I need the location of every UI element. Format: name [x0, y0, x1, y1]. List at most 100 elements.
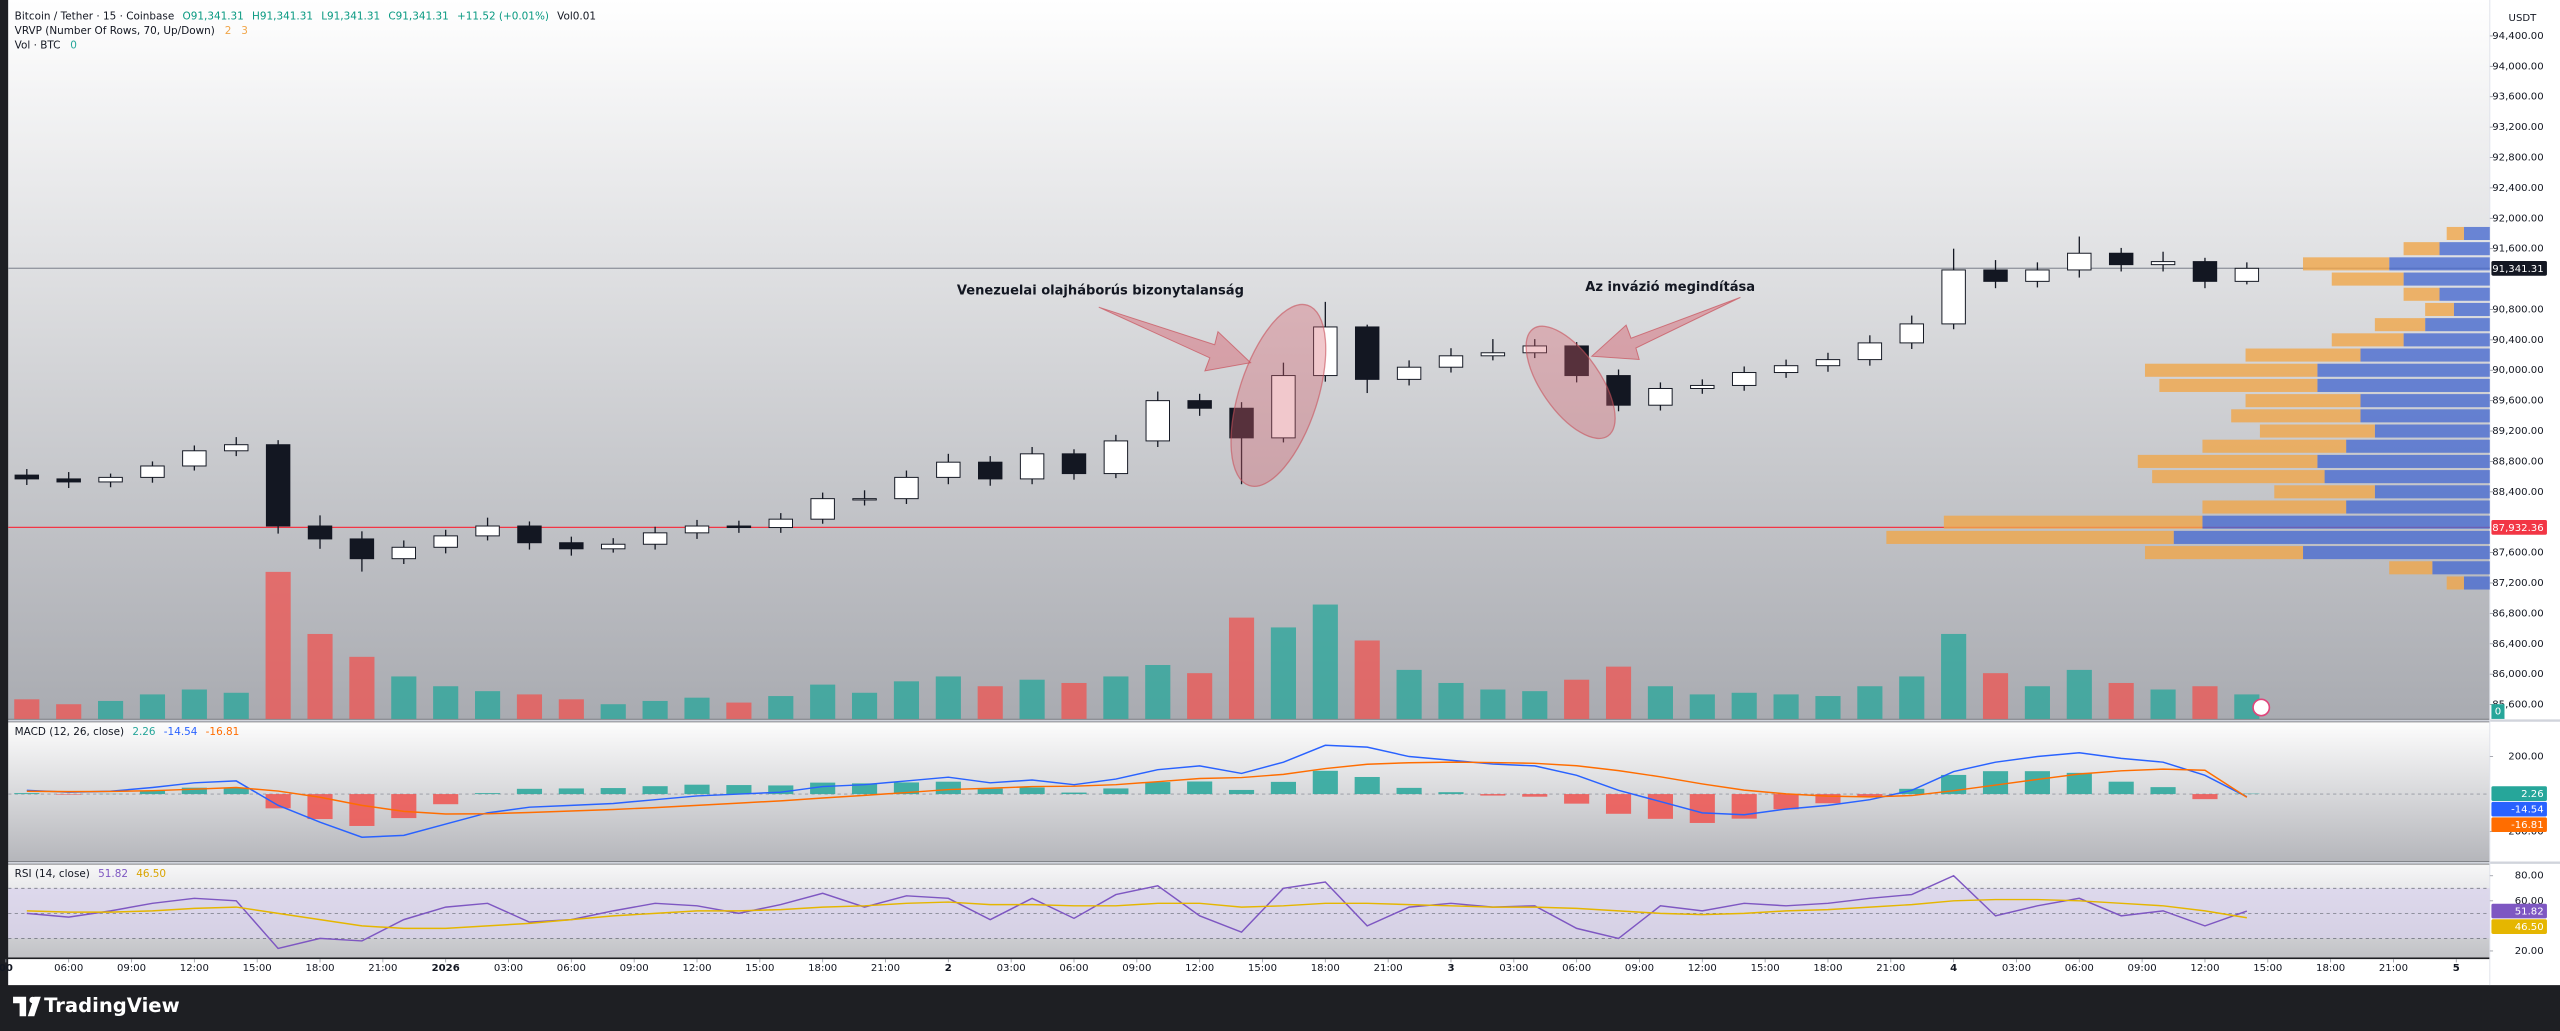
profile-bar	[2432, 561, 2490, 575]
candle-body	[1648, 387, 1673, 406]
histogram-bar	[1103, 788, 1129, 795]
vrvp-title: VRVP (Number Of Rows, 70, Up/Down)	[15, 25, 215, 37]
annotation-ellipse	[1525, 325, 1616, 440]
main-pane	[8, 0, 2490, 719]
profile-bar	[2144, 546, 2304, 560]
y-tick-label: 92,800.00	[2492, 153, 2543, 164]
candle-body	[1522, 345, 1547, 354]
volume-bar	[2108, 682, 2134, 719]
ohlc-value: C91,341.31	[388, 10, 448, 22]
candle-body	[1103, 440, 1129, 475]
histogram-bar	[1773, 794, 1799, 810]
histogram-bar	[2024, 771, 2050, 795]
histogram-bar	[223, 787, 249, 795]
histogram-bar	[1354, 776, 1380, 795]
rsi-line	[26, 898, 2247, 930]
x-tick-label: 21:00	[1876, 963, 1905, 974]
candle-body	[224, 444, 249, 452]
x-tick-label: 4	[1950, 963, 1957, 974]
volume-bar	[98, 700, 124, 719]
profile-bar	[2317, 363, 2490, 377]
histogram-bar	[1396, 787, 1422, 795]
histogram-bar	[1228, 789, 1255, 795]
volume-bar	[433, 686, 459, 719]
value-tag: -16.81	[2511, 820, 2544, 831]
legend-value: 46.50	[136, 868, 166, 880]
volume-bar	[642, 700, 668, 719]
profile-bar	[2360, 409, 2490, 423]
volume-bar	[684, 697, 710, 719]
x-tick-label: 15:00	[2253, 963, 2282, 974]
x-tick-label: 2026	[432, 963, 460, 974]
histogram-bar	[600, 788, 626, 795]
macd-line	[26, 744, 2248, 838]
volume-bar	[391, 676, 417, 719]
candle-body	[1187, 400, 1212, 409]
price-tag: 87,932.36	[2492, 523, 2543, 534]
histogram-bar	[1982, 771, 2009, 795]
y-tick-label: 90,800.00	[2492, 304, 2543, 315]
candle-body	[1857, 342, 1883, 361]
histogram-bar	[475, 793, 501, 795]
x-tick-label: 18:00	[1311, 963, 1340, 974]
candle-body	[1480, 352, 1506, 357]
x-tick-label: 12:00	[682, 963, 711, 974]
y-tick-label: -200.00	[2505, 827, 2544, 838]
profile-bar	[2144, 363, 2318, 377]
candle-body	[978, 461, 1003, 480]
candle-body	[2150, 261, 2176, 266]
histogram-bar	[642, 786, 668, 795]
histogram-bar	[1689, 794, 1715, 823]
profile-bar	[1886, 530, 2174, 544]
histogram-bar	[1522, 794, 1548, 797]
profile-bar	[2403, 333, 2490, 347]
x-tick-label: 09:00	[117, 963, 146, 974]
annotation-arrow	[1098, 306, 1252, 372]
profile-bar	[2360, 394, 2490, 408]
profile-bar	[2202, 439, 2347, 453]
volume-bar	[1731, 692, 1757, 719]
legend-row: VRVP (Number Of Rows, 70, Up/Down) 2 3	[15, 25, 248, 37]
y-tick-label: 86,000.00	[2492, 669, 2543, 680]
x-tick-label: 15:00	[1248, 963, 1277, 974]
ohlc-value: L91,341.31	[321, 10, 380, 22]
profile-bar	[2389, 257, 2490, 271]
y-tick-label: 94,000.00	[2492, 61, 2543, 72]
candle-body	[642, 532, 668, 545]
x-tick-label: 03:00	[1499, 963, 1528, 974]
legend-value: 2.26	[132, 726, 155, 738]
histogram-bar	[1061, 792, 1087, 795]
annotation-arrow	[1590, 296, 1741, 360]
histogram-bar	[558, 788, 584, 795]
plot-layer: 85,600.00 86,000.00 86,400.00 86,800.00 87,2…	[0, 31, 2544, 974]
legend-row: Bitcoin / Tether · 15 · Coinbase O91,341…	[15, 10, 596, 22]
x-tick-label: 09:00	[620, 963, 649, 974]
profile-bar	[2374, 485, 2490, 499]
footer	[0, 985, 2560, 1031]
annotation-ellipse	[1230, 303, 1327, 488]
vol-tag-bg	[2491, 704, 2505, 719]
profile-bar	[2346, 439, 2490, 453]
x-tick-label: 12:00	[1688, 963, 1717, 974]
histogram-bar	[768, 785, 794, 795]
value-tag-bg	[2491, 903, 2547, 919]
price-tag-bg	[2491, 519, 2547, 535]
candle-body	[936, 461, 961, 478]
x-tick-label: 00	[0, 963, 13, 974]
profile-bar	[2152, 470, 2325, 484]
x-tick-label: 09:00	[1625, 963, 1654, 974]
volume-bar	[1354, 640, 1380, 719]
volume-bar	[181, 689, 207, 719]
candle-body	[1564, 345, 1589, 377]
volume-bar	[14, 699, 40, 719]
histogram-bar	[265, 794, 291, 809]
volume-bar	[1647, 686, 1673, 719]
profile-bar	[2159, 378, 2318, 392]
x-tick-label: 18:00	[305, 963, 334, 974]
value-tag: -14.54	[2511, 805, 2544, 816]
histogram-bar	[14, 793, 40, 795]
vol-title: Vol · BTC	[15, 40, 61, 52]
histogram-bar	[851, 783, 878, 795]
event-icon[interactable]	[2252, 698, 2271, 717]
candle-body	[433, 535, 458, 548]
